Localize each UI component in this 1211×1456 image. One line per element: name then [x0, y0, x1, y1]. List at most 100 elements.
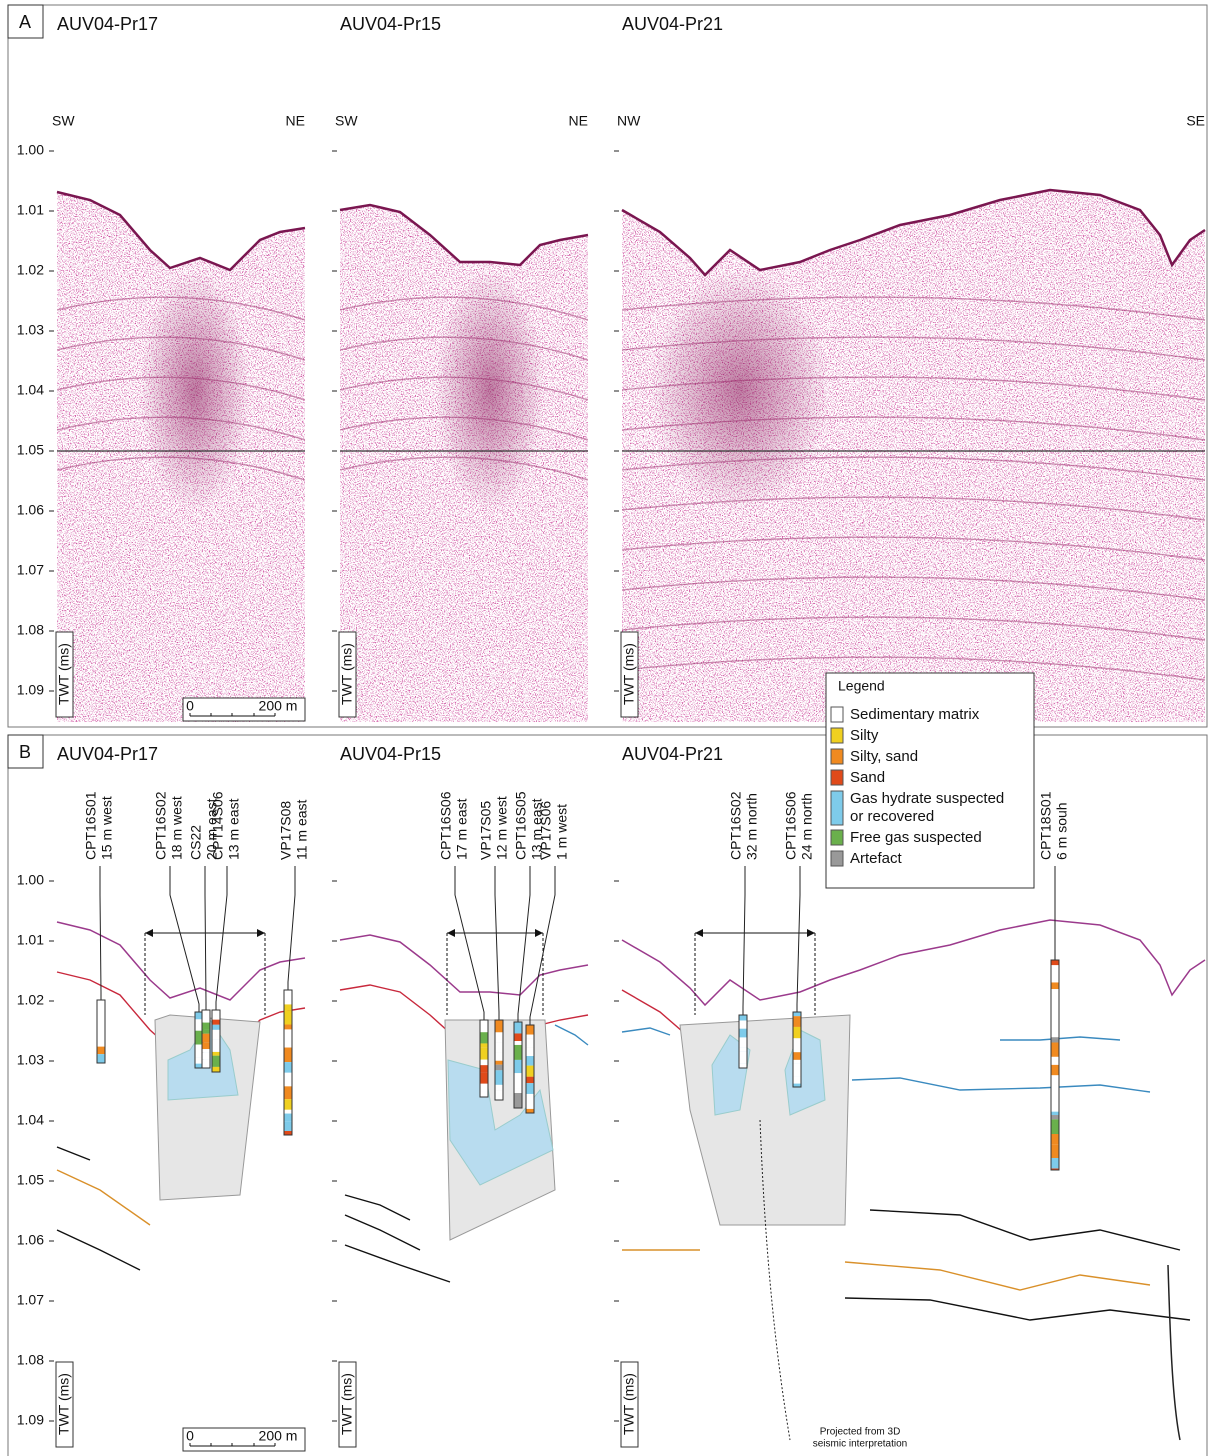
panel-letter-box: [7, 4, 44, 39]
well-leader: [99, 866, 102, 1000]
well-offset: 15 m west: [99, 796, 115, 860]
horizon: [56, 1146, 91, 1161]
chimney-zone: [679, 1014, 851, 1226]
legend-swatch: [830, 706, 844, 723]
profile-title: AUV04-Pr17: [57, 14, 158, 34]
well-segment: [195, 1030, 203, 1045]
well-segment: [212, 1051, 220, 1056]
horizon: [344, 1214, 421, 1251]
y-tick-label: 1.02: [17, 262, 44, 278]
well-segment: [514, 1093, 522, 1108]
well-offset: 11 m east: [294, 799, 310, 860]
axis-label: TWT (ms): [56, 1373, 72, 1435]
well-segment: [793, 1059, 801, 1064]
well-name: CPT16S02: [153, 791, 169, 860]
well-segment: [284, 1047, 292, 1063]
well-segment: [195, 1057, 203, 1064]
reflector: [57, 296, 305, 321]
well-segment: [202, 1022, 210, 1030]
well-segment: [202, 1052, 210, 1060]
y-tick-label: 1.00: [17, 872, 44, 888]
y-tick-label: 1.02: [17, 992, 44, 1008]
seafloor-interp: [621, 919, 1206, 1007]
well-segment: [212, 1066, 220, 1072]
reflector: [622, 456, 1205, 481]
well-segment: [526, 1093, 534, 1109]
note: seismic interpretation: [813, 1439, 907, 1450]
axis-label: TWT (ms): [56, 643, 72, 705]
well-segment: [1051, 1101, 1059, 1107]
well-segment: [284, 1099, 292, 1110]
well-segment: [480, 1091, 488, 1097]
well-segment: [495, 1052, 503, 1061]
well-segment: [495, 1032, 503, 1043]
well-segment: [514, 1041, 522, 1045]
well-segment: [97, 1000, 105, 1007]
well-segment: [195, 1012, 203, 1020]
y-tick-label: 1.09: [17, 1412, 44, 1428]
well-name: VP17S06: [538, 801, 554, 860]
y-tick-label: 1.08: [17, 1352, 44, 1368]
well-segment: [480, 1065, 488, 1073]
y-tick-label: 1.06: [17, 1232, 44, 1248]
legend-swatch: [830, 748, 844, 765]
well-segment: [195, 1044, 203, 1058]
well-segment: [1051, 978, 1059, 983]
y-tick-label: 1.08: [17, 622, 44, 638]
well-segment: [1051, 1144, 1059, 1158]
well-name: CPT16S05: [513, 791, 529, 860]
well-segment: [202, 1049, 210, 1053]
seismic-section: [622, 190, 1205, 722]
panel-frame: [7, 734, 1208, 1456]
well-leader: [742, 866, 746, 1015]
legend-item: or recovered: [850, 808, 934, 825]
legend-item: Sand: [850, 769, 885, 786]
well-offset: 13 m east: [226, 798, 242, 860]
well-segment: [495, 1084, 503, 1091]
well-segment: [1051, 989, 1059, 995]
legend-swatch: [830, 790, 844, 826]
horizon: [56, 1229, 141, 1271]
reflector: [57, 376, 305, 401]
well-segment: [284, 1113, 292, 1122]
well-name: CPT18S01: [1038, 791, 1054, 860]
well-leader: [517, 866, 531, 1022]
profile-title: AUV04-Pr21: [622, 14, 723, 34]
legend-item: Gas hydrate suspected: [850, 790, 1004, 807]
reflector: [340, 376, 588, 401]
well-segment: [1051, 965, 1059, 979]
reflector: [622, 336, 1205, 361]
well-segment: [514, 1088, 522, 1094]
well-segment: [202, 1010, 210, 1023]
reflector: [622, 296, 1205, 321]
well-segment: [526, 1065, 534, 1077]
axis-label-box: [55, 631, 74, 718]
legend-swatch: [830, 829, 844, 846]
well-segment: [514, 1059, 522, 1074]
well-segment: [739, 1015, 747, 1021]
well-segment: [739, 1047, 747, 1052]
well-segment: [1051, 1119, 1059, 1134]
horizon: [56, 1169, 151, 1226]
well-segment: [284, 1072, 292, 1087]
well-segment: [212, 1024, 220, 1030]
legend-swatch: [830, 727, 844, 744]
well-segment: [793, 1063, 801, 1077]
reflector: [622, 536, 1205, 561]
well-segment: [97, 1006, 105, 1022]
well-segment: [480, 1072, 488, 1084]
direction-left: NW: [617, 113, 641, 129]
well-segment: [793, 1052, 801, 1060]
well-segment: [793, 1076, 801, 1084]
well-segment: [1051, 982, 1059, 990]
well-segment: [1051, 1111, 1059, 1116]
well-segment: [284, 1004, 292, 1011]
y-tick-label: 1.09: [17, 682, 44, 698]
well-leader: [215, 866, 228, 1010]
y-tick-label: 1.07: [17, 1292, 44, 1308]
horizon: [344, 1244, 451, 1283]
well-segment: [202, 1029, 210, 1034]
y-tick-label: 1.05: [17, 1172, 44, 1188]
well-leader: [494, 866, 500, 1020]
